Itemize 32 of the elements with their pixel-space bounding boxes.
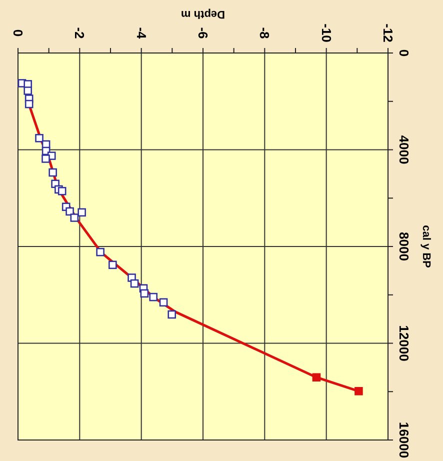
point [96,248,104,256]
point [140,289,149,298]
y-tick-label: 4000 [396,135,412,164]
point [149,292,158,302]
x-axis-title: Depth m [180,8,225,20]
point [24,100,34,108]
point [159,298,168,307]
x-tick-label: -6 [196,27,210,39]
point [58,186,66,196]
y-axis-title: cal y BP [420,225,432,268]
point [108,260,117,270]
x-tick-label: -12 [380,24,396,42]
point [24,86,32,95]
point [312,373,321,382]
point [70,214,79,222]
point [130,279,139,288]
point [42,154,50,163]
x-tick-label: 0 [10,29,26,37]
y-tick-label: 8000 [396,232,412,261]
point [168,310,176,319]
y-tick-label: 16000 [396,422,412,458]
y-tick-label: 12000 [396,325,412,362]
x-tick-label: -8 [257,27,272,39]
point [48,168,57,177]
point [35,134,44,142]
y-tick-label: 0 [396,49,412,57]
point [78,208,86,217]
x-tick-label: -10 [318,24,334,42]
point [66,207,74,216]
point [354,386,363,396]
x-tick-label: -4 [134,27,149,40]
x-tick-label: -2 [72,27,88,39]
